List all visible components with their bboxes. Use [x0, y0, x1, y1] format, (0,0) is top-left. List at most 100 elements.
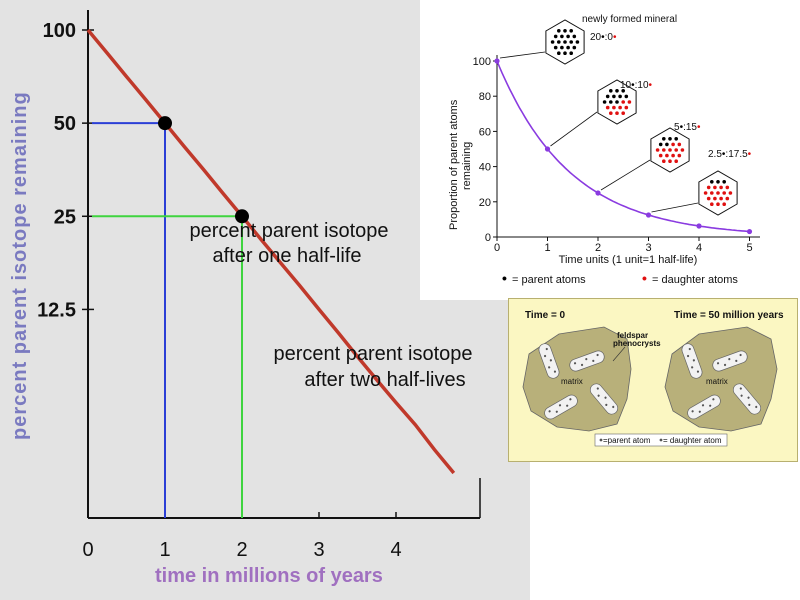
parent-atom: [618, 94, 622, 99]
legend-daughter-symbol: •: [642, 270, 647, 286]
atom-dot: [569, 398, 572, 401]
atom-dot: [692, 359, 695, 362]
daughter-atom: [719, 185, 723, 190]
parent-atom: [563, 51, 567, 55]
atom-dot: [701, 404, 705, 407]
mineral-callout-4: 2.5•:17.5•: [651, 149, 752, 216]
callout-daughter-count: 0: [607, 32, 613, 43]
feldspar-phenocryst: [712, 350, 748, 372]
feldspar-label-line2: phenocrysts: [613, 339, 661, 348]
annotation-two-half-lives-line1: percent parent isotope: [273, 343, 472, 365]
daughter-atom: [725, 196, 730, 201]
callout-counts: 5•:15•: [674, 122, 701, 133]
daughter-atom: [725, 185, 730, 190]
main-x-tick-label: 3: [313, 539, 324, 561]
mineral-callout-3: 5•:15•: [600, 122, 701, 191]
feldspar-leader-line: [612, 346, 626, 362]
feldspar-label-line1: feldspar: [617, 331, 648, 340]
atom-dot: [686, 354, 690, 358]
daughter-atom: [662, 148, 666, 152]
parent-atom: [710, 180, 714, 184]
atom-dot: [555, 410, 558, 413]
daughter-atom: [618, 105, 622, 110]
parent-atom: [566, 45, 570, 50]
daughter-atom: [680, 148, 685, 152]
parent-atom: [560, 34, 564, 39]
thin-legend-daughter-label: = daughter atom: [663, 436, 722, 445]
daughter-atom: [668, 148, 672, 152]
callout-leader-line: [499, 51, 546, 59]
callout-parent-count: 20: [590, 32, 602, 43]
main-decay-curve: [86, 28, 456, 475]
small-y-tick-label: 40: [479, 162, 491, 174]
legend-parent-label: = parent atoms: [512, 274, 586, 286]
daughter-atom: [671, 142, 675, 147]
thin-legend-daughter-dot: [659, 438, 663, 442]
main-x-tick-label: 0: [82, 539, 93, 561]
daughter-atom: [621, 100, 625, 104]
parent-atom: [553, 34, 558, 39]
atom-dot: [612, 405, 615, 409]
small-x-tick-label: 1: [544, 242, 550, 254]
thin-legend-parent-label: =parent atom: [603, 436, 651, 445]
matrix-label-right: matrix: [706, 377, 728, 386]
parent-atom: [716, 180, 720, 184]
atom-dot: [723, 363, 727, 367]
parent-atom: [621, 89, 625, 93]
callout-leader-line: [651, 202, 699, 213]
parent-atom: [605, 94, 610, 99]
small-data-point: [746, 228, 753, 235]
main-chart-svg: 0 1 2 3 4 100 50 25 12.5 percent parent isotope …: [9, 10, 481, 587]
feldspar-phenocryst: [681, 343, 703, 379]
atom-dot: [735, 359, 738, 362]
callout-counts: 2.5•:17.5•: [708, 149, 752, 160]
small-decay-curve: [496, 60, 750, 233]
parent-atom: [550, 40, 555, 44]
daughter-atom: [677, 142, 682, 147]
atom-dot: [553, 370, 557, 373]
small-y-tick-label: 100: [473, 56, 491, 68]
small-y-tick-label: 0: [485, 232, 491, 244]
daughter-atom: [674, 159, 678, 163]
parent-atom: [609, 89, 613, 93]
daughter-atom: [624, 105, 629, 110]
parent-atom: [665, 142, 669, 147]
daughter-atom: [716, 202, 720, 206]
main-x-axis-title: time in millions of years: [155, 565, 383, 587]
atom-dot: [605, 403, 608, 406]
phenocryst-body: [569, 350, 605, 372]
annotation-two-half-lives-line2: after two half-lives: [304, 369, 465, 391]
parent-atom: [563, 40, 567, 44]
atom-dot: [747, 396, 750, 399]
callout-daughter-dot: •: [748, 149, 752, 160]
half-life-point-1: [158, 116, 172, 131]
daughter-atom: [658, 153, 663, 158]
atom-dot: [716, 362, 720, 365]
daughter-atom: [713, 185, 717, 190]
atom-decay-chart: 0 1 2 3 4 5 0 20 40 60 80 100 newly formed mineral 2…: [420, 0, 800, 300]
small-data-point: [494, 58, 500, 64]
atom-dot: [604, 396, 607, 399]
callout-parent-count: 5: [674, 122, 680, 133]
atom-dot: [597, 394, 600, 397]
atom-dot: [755, 405, 758, 409]
main-x-tick-label: 1: [159, 539, 170, 561]
daughter-atom: [674, 148, 678, 152]
daughter-atom: [706, 185, 711, 190]
atom-dot: [548, 410, 551, 413]
callout-daughter-count: 15: [686, 122, 698, 133]
atom-dot: [712, 398, 715, 401]
atom-dot: [580, 363, 584, 367]
atom-dot: [596, 387, 599, 390]
daughter-atom: [627, 100, 632, 104]
thin-legend-parent-dot: [599, 438, 603, 442]
callout-parent-dot: •: [722, 149, 726, 160]
atom-dot: [545, 347, 548, 351]
callout-title: newly formed mineral: [582, 14, 677, 25]
atom-dot: [739, 387, 742, 390]
parent-atom: [609, 100, 613, 104]
daughter-atom: [612, 105, 616, 110]
daughter-atom: [671, 153, 675, 158]
daughter-atom: [706, 196, 711, 201]
